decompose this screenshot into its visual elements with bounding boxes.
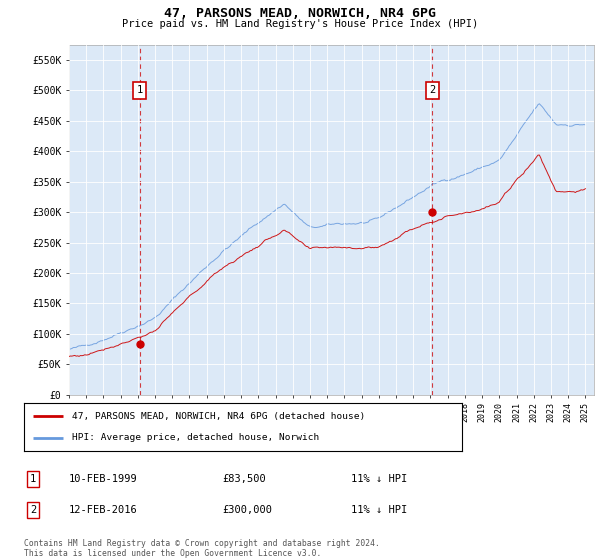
Text: 11% ↓ HPI: 11% ↓ HPI bbox=[351, 474, 407, 484]
Text: 1: 1 bbox=[137, 86, 143, 95]
Text: Price paid vs. HM Land Registry's House Price Index (HPI): Price paid vs. HM Land Registry's House … bbox=[122, 19, 478, 29]
Text: 47, PARSONS MEAD, NORWICH, NR4 6PG (detached house): 47, PARSONS MEAD, NORWICH, NR4 6PG (deta… bbox=[72, 412, 365, 421]
Text: 12-FEB-2016: 12-FEB-2016 bbox=[69, 505, 138, 515]
Text: HPI: Average price, detached house, Norwich: HPI: Average price, detached house, Norw… bbox=[72, 433, 319, 442]
Text: 11% ↓ HPI: 11% ↓ HPI bbox=[351, 505, 407, 515]
Text: 2: 2 bbox=[30, 505, 36, 515]
Text: Contains HM Land Registry data © Crown copyright and database right 2024.
This d: Contains HM Land Registry data © Crown c… bbox=[24, 539, 380, 558]
Text: 2: 2 bbox=[429, 86, 436, 95]
Text: 10-FEB-1999: 10-FEB-1999 bbox=[69, 474, 138, 484]
Text: 47, PARSONS MEAD, NORWICH, NR4 6PG: 47, PARSONS MEAD, NORWICH, NR4 6PG bbox=[164, 7, 436, 20]
Text: £83,500: £83,500 bbox=[222, 474, 266, 484]
Text: 1: 1 bbox=[30, 474, 36, 484]
Text: £300,000: £300,000 bbox=[222, 505, 272, 515]
